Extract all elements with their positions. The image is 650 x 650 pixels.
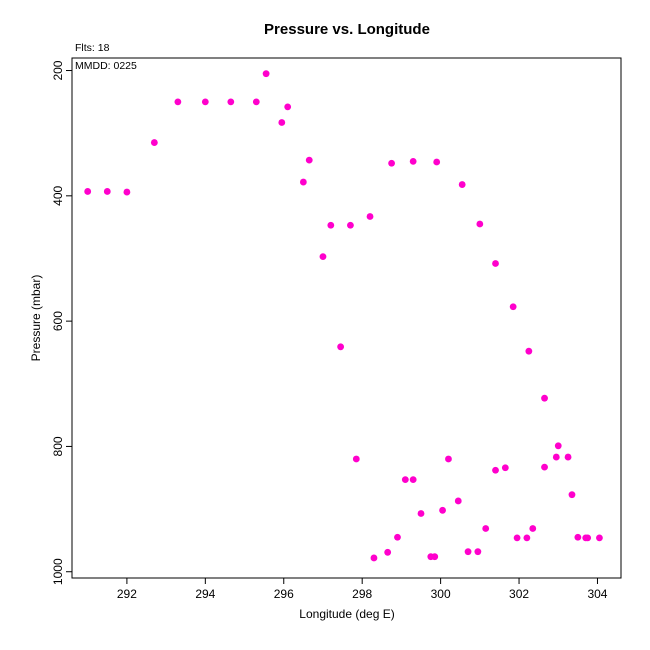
data-point bbox=[319, 253, 327, 261]
y-tick-label: 800 bbox=[51, 436, 65, 456]
data-point bbox=[564, 453, 572, 461]
data-point bbox=[227, 98, 235, 106]
data-point bbox=[492, 260, 499, 267]
data-point bbox=[433, 158, 441, 166]
data-point bbox=[529, 525, 537, 532]
data-point bbox=[541, 463, 548, 471]
data-point bbox=[278, 119, 286, 126]
data-point bbox=[554, 442, 562, 450]
data-point bbox=[352, 455, 360, 463]
plot-frame bbox=[71, 57, 622, 579]
data-point bbox=[252, 98, 260, 106]
annotation-flights: Flts: 18 bbox=[75, 42, 110, 54]
data-point bbox=[150, 139, 158, 146]
y-axis: 200 400 600 800 1000 bbox=[51, 60, 73, 585]
data-point bbox=[509, 303, 517, 311]
annotation-date: MMDD: 0225 bbox=[75, 60, 137, 72]
y-tick-label: 400 bbox=[51, 185, 65, 205]
chart-title: Pressure vs. Longitude bbox=[264, 21, 430, 38]
data-point bbox=[409, 476, 417, 484]
data-point bbox=[464, 548, 472, 556]
data-point bbox=[262, 70, 270, 78]
data-point bbox=[84, 188, 92, 195]
data-point bbox=[458, 181, 466, 188]
data-point bbox=[409, 157, 417, 165]
x-axis: 292 294 296 298 300 302 304 bbox=[117, 577, 608, 601]
data-point bbox=[474, 548, 482, 556]
data-point bbox=[574, 533, 582, 541]
data-point bbox=[401, 476, 409, 484]
data-point bbox=[584, 534, 592, 542]
data-point bbox=[370, 554, 378, 562]
data-point bbox=[347, 221, 354, 229]
data-point bbox=[103, 188, 111, 195]
data-point bbox=[305, 156, 313, 164]
data-point bbox=[501, 464, 509, 472]
data-point bbox=[366, 213, 374, 220]
data-point bbox=[431, 553, 439, 561]
x-tick-label: 294 bbox=[195, 587, 215, 601]
data-point bbox=[476, 220, 484, 228]
x-tick-label: 304 bbox=[587, 587, 607, 601]
x-tick-label: 298 bbox=[352, 587, 372, 601]
data-point bbox=[439, 506, 446, 514]
data-point bbox=[337, 343, 345, 351]
data-point bbox=[525, 347, 533, 355]
data-point bbox=[513, 534, 521, 542]
data-point bbox=[174, 98, 182, 106]
y-tick-label: 600 bbox=[51, 311, 65, 331]
data-point bbox=[492, 466, 499, 474]
data-point bbox=[394, 533, 401, 541]
x-tick-label: 302 bbox=[509, 587, 529, 601]
data-point bbox=[523, 534, 531, 542]
data-point bbox=[482, 525, 490, 532]
x-tick-label: 292 bbox=[117, 587, 137, 601]
data-point bbox=[284, 103, 292, 111]
data-point bbox=[384, 548, 392, 556]
data-point bbox=[201, 98, 209, 106]
data-point bbox=[327, 221, 335, 229]
data-point bbox=[596, 534, 603, 542]
y-axis-label: Pressure (mbar) bbox=[29, 275, 43, 362]
data-point bbox=[299, 178, 307, 186]
x-tick-label: 296 bbox=[274, 587, 294, 601]
x-axis-label: Longitude (deg E) bbox=[299, 607, 394, 621]
data-point bbox=[541, 394, 548, 402]
data-point bbox=[417, 510, 425, 517]
x-tick-label: 300 bbox=[431, 587, 451, 601]
y-tick-label: 200 bbox=[51, 60, 65, 80]
data-point bbox=[454, 497, 462, 505]
data-point bbox=[388, 159, 395, 167]
data-point bbox=[568, 491, 576, 499]
data-points bbox=[84, 70, 603, 562]
y-tick-label: 1000 bbox=[51, 558, 65, 585]
data-point bbox=[123, 188, 131, 196]
data-point bbox=[552, 453, 560, 461]
data-point bbox=[445, 455, 452, 463]
